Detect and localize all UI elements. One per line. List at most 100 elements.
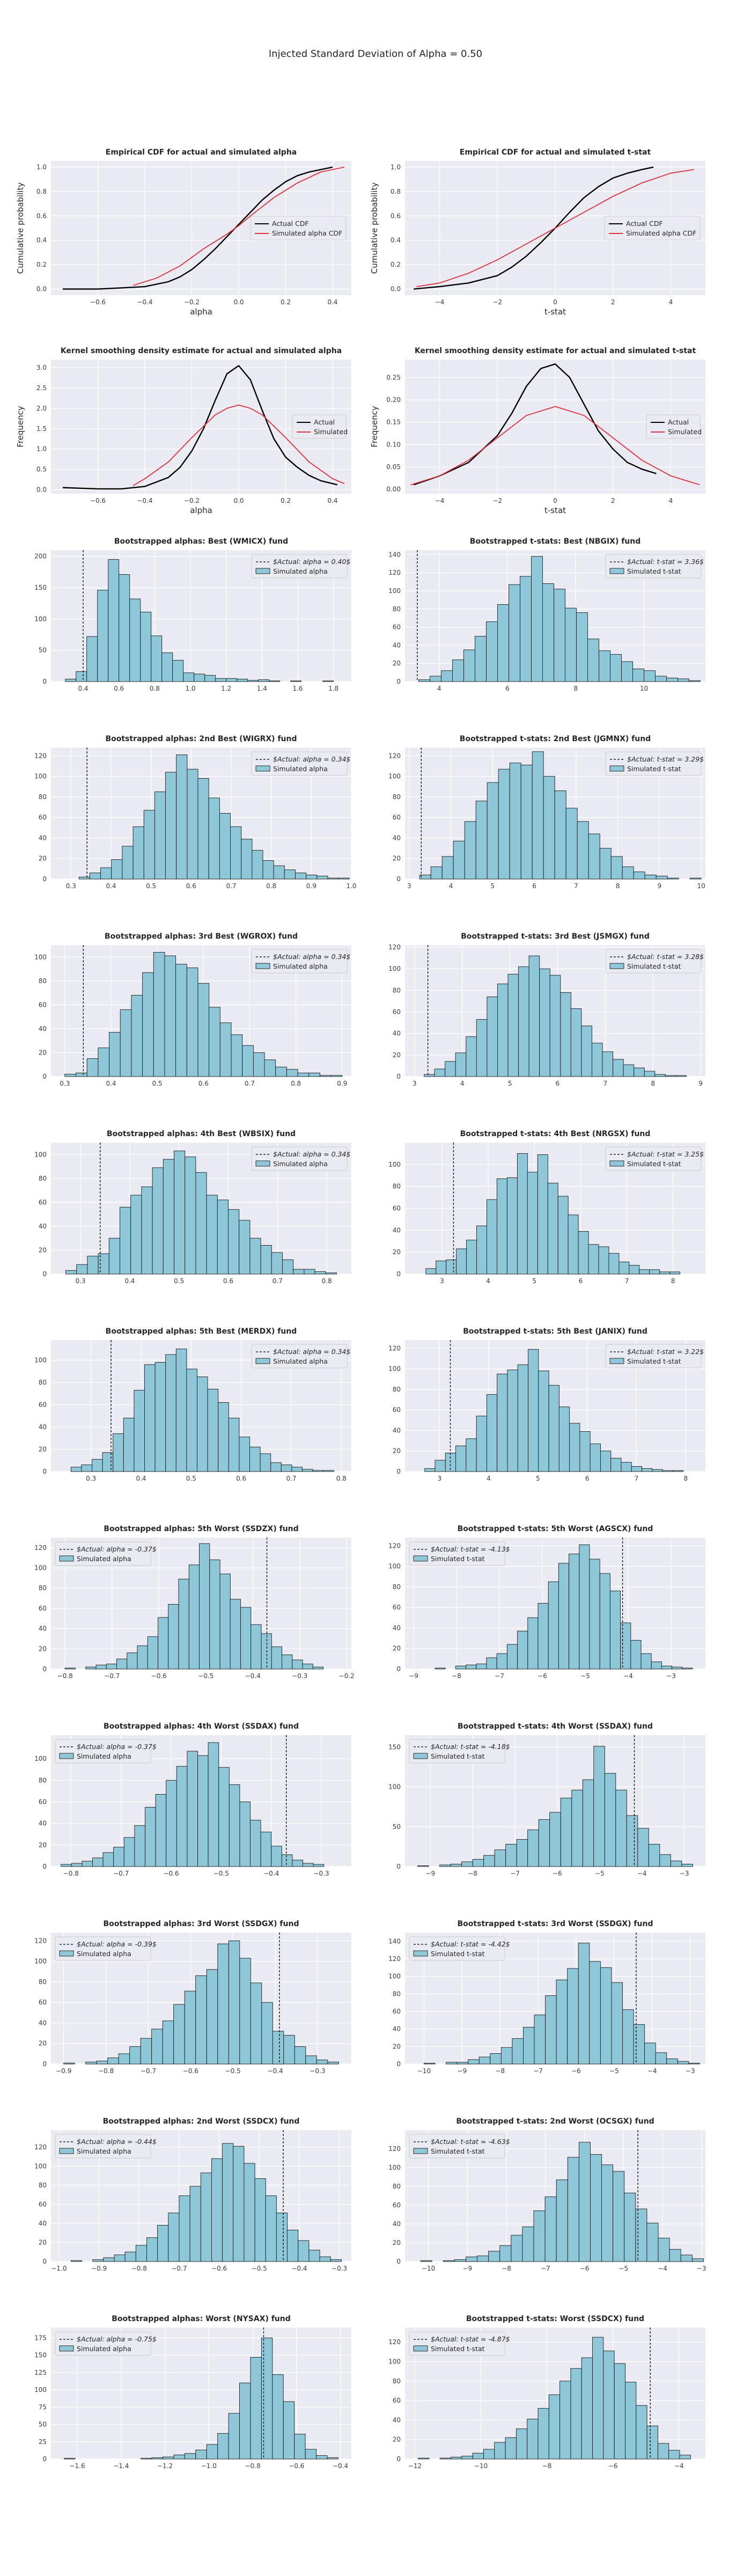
histogram-bar [497,604,509,682]
histogram-bar [271,1646,282,1670]
histogram-bar [669,2249,681,2262]
y-tick-label: 0.2 [36,261,47,268]
histogram-bar [141,2458,152,2460]
histogram-bar [518,966,529,1077]
y-tick-label: 20 [39,1049,47,1056]
histogram-bar [659,1271,671,1275]
subplot-14: Bootstrapped alphas: 5th Worst (SSDZX) f… [34,1525,355,1680]
histogram-bar [100,867,112,880]
x-tick-label: −7 [510,1870,520,1877]
histogram-bar [644,874,657,880]
histogram-bar [610,856,623,880]
histogram-bar [435,1460,446,1472]
histogram-bar [327,2457,338,2460]
histogram-bar [102,1852,114,1867]
y-tick-label: 60 [39,1605,47,1612]
histogram-bar [418,679,430,682]
histogram-bar [425,1268,437,1275]
histogram-bar [297,1072,310,1077]
subplot-2: Kernel smoothing density estimate for ac… [16,347,351,515]
histogram-bar [640,1653,652,1670]
histogram-bar [123,1837,135,1867]
histogram-bar [143,810,155,880]
histogram-bar [132,826,144,880]
x-tick-label: −9 [425,1870,435,1877]
x-tick-label: −6 [571,2067,581,2075]
histogram-bar [486,621,498,682]
histogram-bar [545,1995,557,2065]
histogram-bar [197,778,209,880]
x-tick-label: 5 [508,1080,512,1087]
y-tick-label: 1.0 [36,163,47,171]
subplot-12: Bootstrapped alphas: 5th Best (MERDX) fu… [34,1327,351,1482]
histogram-bar [560,1797,572,1867]
y-tick-label: 20 [393,660,401,667]
subplot-0: Empirical CDF for actual and simulated a… [16,148,351,317]
histogram-bar [662,1470,673,1472]
legend-swatch-simulated [59,2345,74,2352]
x-tick-label: −0.5 [213,1870,229,1877]
y-tick-label: 0 [42,1270,47,1278]
histogram-bar [646,2425,658,2460]
subplot-grid: Empirical CDF for actual and simulated a… [16,148,706,2470]
legend-label: Simulated [314,428,348,436]
legend [604,216,701,240]
histogram-bar [240,1607,252,1670]
histogram-bar [122,846,134,880]
histogram-bar [556,2179,568,2262]
y-tick-label: 60 [393,2201,401,2209]
histogram-bar [165,1354,176,1472]
histogram-bar [70,2260,82,2262]
subplot-22: Bootstrapped alphas: Worst (NYSAX) fund −… [34,2315,351,2470]
histogram-bar [183,672,195,682]
histogram-bar [233,2146,245,2262]
histogram-bar [598,1246,609,1275]
histogram-bar [219,1022,232,1077]
histogram-bar [569,1554,580,1670]
histogram-bar [102,1452,114,1472]
histogram-bar [610,654,622,682]
histogram-bar [466,1036,477,1077]
x-tick-label: 0.4 [78,685,88,692]
histogram-bar [249,1238,261,1275]
histogram-bar [487,1199,497,1275]
legend-swatch-simulated [255,765,270,772]
histogram-bar [76,1072,87,1077]
histogram-bar [608,1253,620,1275]
histogram-bar [466,1664,477,1670]
histogram-bar [538,1370,549,1472]
x-tick-label: 7 [603,1080,608,1087]
histogram-bar [483,2449,495,2460]
legend-label-simulated: Simulated t-stat [627,567,681,575]
subplot-21: Bootstrapped t-stats: 2nd Worst (OCSGX) … [388,2117,706,2272]
x-tick-label: 8 [683,1475,688,1482]
y-tick-label: 175 [34,2334,47,2341]
y-tick-label: 100 [34,1151,47,1158]
x-tick-label: −4 [435,298,445,306]
x-tick-label: 3 [440,1277,444,1285]
histogram-bar [162,2021,174,2065]
histogram-bar [168,2213,180,2262]
histogram-bar [682,1667,693,1670]
histogram-bar [488,2251,500,2262]
y-tick-label: 20 [393,1645,401,1652]
histogram-bar [654,1074,666,1077]
histogram-bar [305,2055,317,2065]
histogram-bar [539,968,550,1077]
histogram-bar [186,967,198,1077]
histogram-bar [657,2443,669,2460]
histogram-bar [116,1658,128,1670]
histogram-bar [200,2172,212,2262]
histogram-bar [260,1245,272,1275]
y-tick-label: 120 [388,1542,401,1549]
y-tick-label: 0 [42,1863,47,1870]
histogram-bar [65,678,77,682]
y-tick-label: 100 [34,2386,47,2394]
histogram-bar [82,1861,93,1867]
x-tick-label: 0.8 [266,882,276,890]
histogram-bar [230,1599,241,1670]
histogram-bar [538,2408,549,2460]
histogram-bar [78,876,90,880]
histogram-bar [65,1270,77,1275]
histogram-bar [464,821,476,880]
